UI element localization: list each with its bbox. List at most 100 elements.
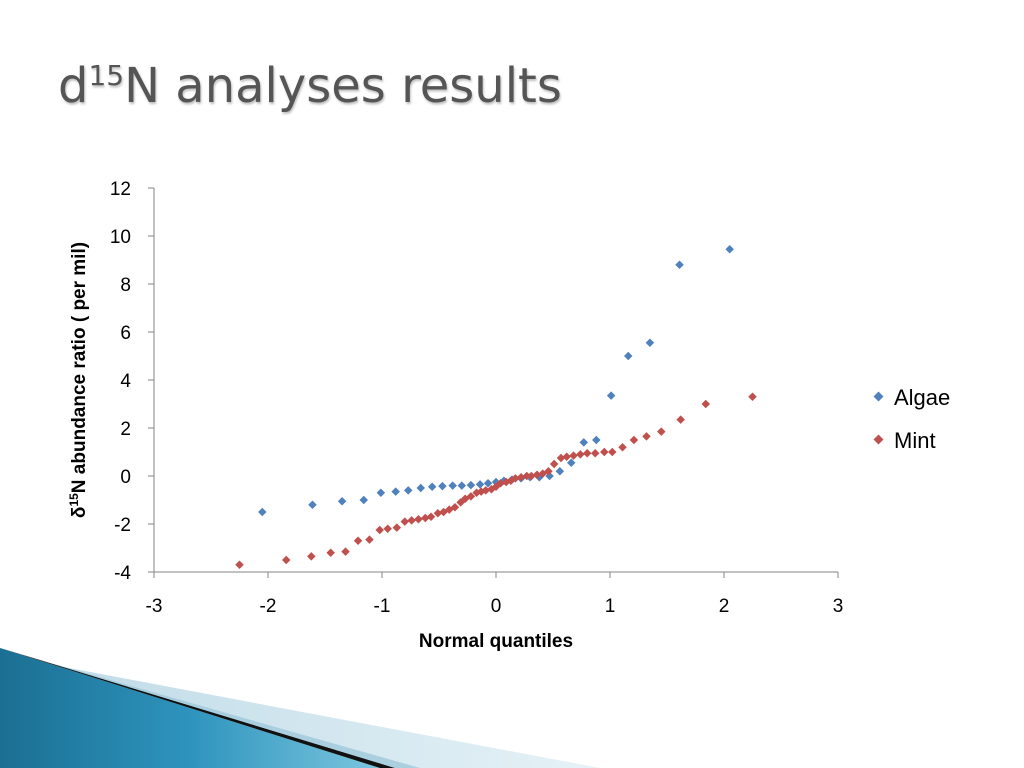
y-tick-label: 10 bbox=[110, 227, 131, 248]
data-point-algae bbox=[359, 495, 369, 505]
y-tick-label: 8 bbox=[120, 275, 131, 296]
data-point-mint bbox=[365, 535, 374, 544]
data-point-mint bbox=[532, 470, 542, 480]
data-point-mint bbox=[383, 524, 392, 534]
x-tick-label: -1 bbox=[374, 596, 391, 617]
legend-item-algae: Algae bbox=[873, 385, 950, 410]
y-axis-title: δ15N abundance ratio ( per mil) bbox=[67, 242, 90, 518]
data-point-algae bbox=[416, 483, 426, 493]
data-point-mint bbox=[450, 502, 460, 512]
data-point-mint bbox=[527, 471, 536, 481]
data-point-mint bbox=[522, 471, 532, 481]
x-tick-label: 1 bbox=[605, 596, 616, 617]
legend-label-mint: Mint bbox=[894, 428, 936, 453]
data-point-algae bbox=[308, 500, 317, 510]
data-point-mint bbox=[629, 435, 639, 445]
data-point-algae bbox=[258, 507, 267, 517]
x-tick-label: 2 bbox=[719, 596, 730, 617]
data-point-mint bbox=[748, 392, 757, 402]
x-tick-label: 0 bbox=[491, 596, 502, 617]
y-tick-label: 12 bbox=[110, 179, 131, 200]
data-point-mint bbox=[341, 547, 350, 556]
legend: Algae Mint bbox=[873, 385, 950, 453]
legend-marker-algae bbox=[873, 391, 884, 402]
y-tick-label: -2 bbox=[114, 515, 131, 536]
data-point-algae bbox=[623, 351, 633, 361]
y-tick-label: 4 bbox=[120, 371, 131, 392]
data-point-mint bbox=[481, 486, 490, 495]
data-point-mint bbox=[576, 450, 585, 459]
y-tick-label: 0 bbox=[120, 467, 131, 488]
data-point-algae bbox=[606, 391, 616, 400]
y-tick-label: -4 bbox=[114, 563, 131, 584]
y-ticks: -4 -2 0 2 4 6 8 10 12 bbox=[110, 179, 154, 584]
legend-marker-mint bbox=[873, 434, 884, 445]
data-point-mint bbox=[544, 466, 553, 476]
y-axis: -4 -2 0 2 4 6 8 10 12 bbox=[110, 179, 155, 584]
series-algae bbox=[258, 244, 734, 517]
data-point-mint bbox=[556, 453, 566, 463]
x-tick-label: 3 bbox=[833, 596, 844, 617]
data-point-mint bbox=[562, 452, 571, 462]
data-point-mint bbox=[400, 517, 410, 526]
data-point-mint bbox=[392, 523, 402, 532]
data-point-algae bbox=[592, 435, 601, 445]
data-point-mint bbox=[676, 415, 685, 424]
y-tick-label: 6 bbox=[120, 323, 131, 344]
data-point-algae bbox=[457, 481, 467, 490]
data-point-mint bbox=[326, 548, 335, 558]
data-point-mint bbox=[375, 525, 384, 535]
data-point-algae bbox=[645, 338, 655, 348]
data-point-algae bbox=[427, 482, 437, 492]
data-point-mint bbox=[516, 472, 526, 482]
x-tick-label: -3 bbox=[146, 596, 163, 617]
data-point-algae bbox=[391, 487, 400, 496]
data-point-mint bbox=[433, 508, 443, 518]
data-point-mint bbox=[511, 474, 520, 483]
x-tick-label: -2 bbox=[260, 596, 277, 617]
data-point-algae bbox=[376, 488, 386, 498]
data-point-mint bbox=[426, 512, 436, 522]
legend-item-mint: Mint bbox=[873, 428, 936, 453]
data-point-mint bbox=[407, 516, 416, 525]
slide-title: d15N analyses results bbox=[58, 58, 562, 114]
data-point-mint bbox=[582, 448, 592, 458]
x-axis: -3 -2 -1 0 1 2 3 bbox=[146, 571, 844, 617]
legend-label-algae: Algae bbox=[894, 385, 950, 410]
data-point-mint bbox=[307, 552, 316, 561]
data-point-algae bbox=[337, 496, 347, 506]
data-point-algae bbox=[579, 438, 589, 447]
data-point-mint bbox=[600, 447, 609, 457]
data-point-algae bbox=[725, 244, 734, 254]
data-point-mint bbox=[466, 492, 476, 501]
data-point-mint bbox=[414, 514, 423, 524]
series-mint bbox=[235, 392, 757, 570]
data-point-algae bbox=[438, 481, 447, 491]
data-point-mint bbox=[590, 448, 600, 458]
data-point-mint bbox=[608, 447, 617, 457]
data-point-mint bbox=[281, 555, 291, 565]
y-tick-label: 2 bbox=[120, 419, 131, 440]
data-point-mint bbox=[235, 560, 244, 570]
data-point-mint bbox=[496, 478, 505, 488]
data-point-mint bbox=[642, 432, 651, 441]
data-point-mint bbox=[353, 536, 363, 546]
data-point-algae bbox=[448, 481, 457, 490]
data-point-mint bbox=[657, 427, 666, 436]
data-point-algae bbox=[466, 480, 476, 490]
data-point-algae bbox=[403, 486, 413, 495]
data-point-algae bbox=[483, 478, 493, 488]
data-point-mint bbox=[618, 442, 627, 452]
data-point-algae bbox=[475, 480, 485, 489]
plot-area bbox=[235, 244, 757, 570]
data-point-mint bbox=[549, 459, 559, 469]
x-axis-title: Normal quantiles bbox=[419, 631, 573, 652]
corner-decoration bbox=[0, 648, 600, 768]
data-point-mint bbox=[701, 399, 711, 409]
data-point-mint bbox=[421, 513, 430, 523]
x-ticks: -3 -2 -1 0 1 2 3 bbox=[146, 572, 844, 617]
data-point-algae bbox=[675, 260, 684, 270]
data-point-algae bbox=[566, 458, 576, 468]
data-point-algae bbox=[555, 466, 565, 476]
